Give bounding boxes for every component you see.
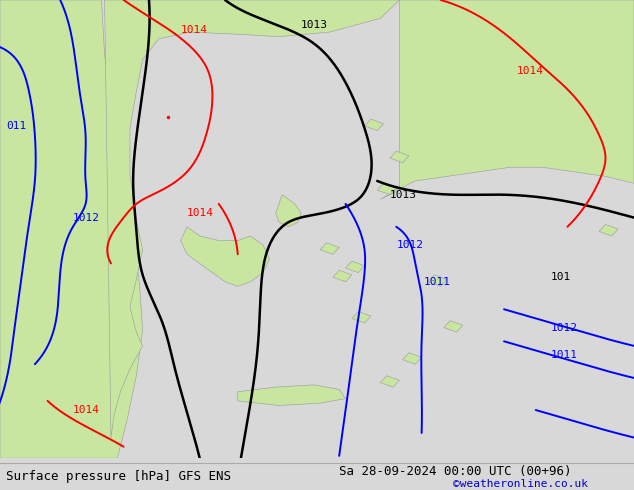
Text: 1014: 1014 (517, 66, 544, 76)
Polygon shape (428, 275, 447, 286)
Text: 011: 011 (6, 121, 27, 131)
Text: 1013: 1013 (390, 190, 417, 200)
Text: 1012: 1012 (396, 240, 424, 250)
Text: 1013: 1013 (301, 20, 328, 30)
Polygon shape (105, 0, 399, 438)
Text: 1014: 1014 (181, 25, 208, 35)
Text: 1012: 1012 (73, 213, 100, 222)
Polygon shape (320, 243, 339, 254)
Text: 1012: 1012 (550, 322, 578, 333)
Text: ©weatheronline.co.uk: ©weatheronline.co.uk (453, 479, 588, 489)
Polygon shape (238, 385, 346, 405)
Polygon shape (0, 0, 143, 458)
Polygon shape (352, 312, 371, 323)
Polygon shape (444, 321, 463, 332)
Polygon shape (599, 224, 618, 236)
Polygon shape (390, 151, 409, 163)
Polygon shape (380, 0, 634, 199)
Polygon shape (380, 376, 399, 387)
Polygon shape (181, 227, 269, 286)
Polygon shape (365, 119, 384, 130)
Polygon shape (346, 261, 365, 272)
Polygon shape (276, 195, 301, 227)
Text: 1014: 1014 (73, 405, 100, 415)
Text: Surface pressure [hPa] GFS ENS: Surface pressure [hPa] GFS ENS (6, 470, 231, 483)
Text: 1011: 1011 (550, 350, 578, 360)
Text: 1014: 1014 (187, 208, 214, 218)
Text: 101: 101 (550, 272, 571, 282)
Polygon shape (403, 353, 422, 364)
Polygon shape (333, 270, 352, 282)
Text: Sa 28-09-2024 00:00 UTC (00+96): Sa 28-09-2024 00:00 UTC (00+96) (339, 465, 572, 478)
Text: 1011: 1011 (424, 277, 451, 287)
Polygon shape (377, 183, 396, 195)
